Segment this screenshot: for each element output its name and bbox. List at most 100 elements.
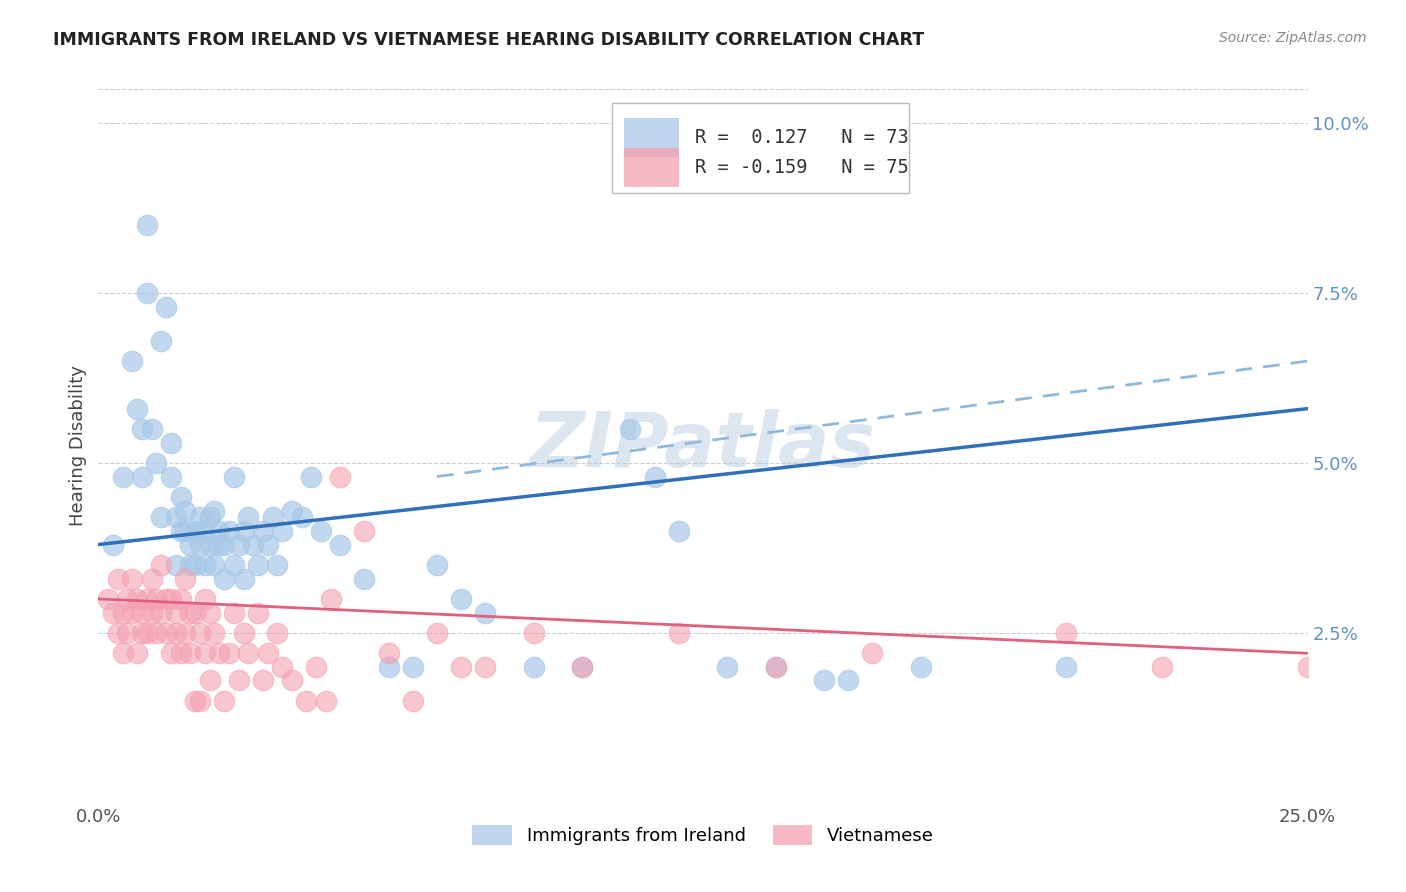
Point [174, 626, 197, 640]
Point [315, 694, 337, 708]
Point [198, 606, 221, 620]
Point [295, 694, 318, 708]
Point [131, 626, 153, 640]
Point [252, 524, 274, 538]
Point [474, 606, 496, 620]
Point [194, 558, 217, 572]
Y-axis label: Hearing Disability: Hearing Disability [69, 366, 87, 526]
Point [131, 469, 153, 483]
Point [101, 606, 124, 620]
Point [169, 490, 191, 504]
Point [141, 606, 163, 620]
Point [150, 606, 173, 620]
Point [107, 572, 129, 586]
Point [169, 591, 191, 606]
Point [208, 537, 231, 551]
Point [179, 606, 201, 620]
Point [179, 646, 201, 660]
Point [198, 510, 221, 524]
Point [668, 626, 690, 640]
Point [765, 660, 787, 674]
Point [232, 572, 254, 586]
Point [299, 469, 322, 483]
Point [668, 524, 690, 538]
Point [228, 537, 250, 551]
Point [150, 558, 173, 572]
Point [194, 591, 217, 606]
Point [212, 694, 235, 708]
Point [353, 572, 375, 586]
Point [309, 524, 332, 538]
Point [247, 606, 270, 620]
Point [242, 537, 264, 551]
Point [165, 606, 187, 620]
Point [169, 524, 191, 538]
Point [165, 558, 187, 572]
Point [232, 626, 254, 640]
Point [145, 456, 167, 470]
Point [165, 510, 187, 524]
Point [131, 422, 153, 436]
Point [121, 354, 143, 368]
Point [402, 694, 425, 708]
Point [256, 646, 278, 660]
Point [127, 591, 149, 606]
Point [571, 660, 593, 674]
Point [208, 646, 231, 660]
Point [266, 558, 288, 572]
Point [184, 524, 207, 538]
Point [155, 591, 177, 606]
Point [290, 510, 312, 524]
Point [184, 606, 207, 620]
Point [145, 591, 167, 606]
Point [402, 660, 425, 674]
Point [145, 626, 167, 640]
Point [329, 469, 352, 483]
Point [1152, 660, 1174, 674]
Point [141, 422, 163, 436]
Text: ZIPatlas: ZIPatlas [530, 409, 876, 483]
Point [450, 660, 472, 674]
Point [135, 218, 157, 232]
Point [474, 660, 496, 674]
Point [155, 300, 177, 314]
Point [837, 673, 859, 688]
Point [188, 694, 211, 708]
Point [117, 591, 139, 606]
FancyBboxPatch shape [613, 103, 908, 193]
Point [135, 626, 157, 640]
Point [228, 673, 250, 688]
Point [141, 572, 163, 586]
FancyBboxPatch shape [624, 118, 679, 157]
Point [127, 401, 149, 416]
FancyBboxPatch shape [624, 148, 679, 187]
Point [218, 524, 240, 538]
Text: Source: ZipAtlas.com: Source: ZipAtlas.com [1219, 31, 1367, 45]
Point [117, 626, 139, 640]
Point [377, 660, 399, 674]
Point [111, 606, 134, 620]
Point [305, 660, 328, 674]
Point [426, 558, 449, 572]
Text: R = -0.159   N = 75: R = -0.159 N = 75 [695, 158, 908, 178]
Point [271, 660, 294, 674]
Point [619, 422, 641, 436]
Point [204, 503, 226, 517]
Point [271, 524, 294, 538]
Point [329, 537, 352, 551]
Point [813, 673, 835, 688]
Point [165, 626, 187, 640]
Point [101, 537, 124, 551]
Point [716, 660, 738, 674]
Point [184, 694, 207, 708]
Point [232, 524, 254, 538]
Point [160, 591, 183, 606]
Point [174, 503, 197, 517]
Point [910, 660, 932, 674]
Point [222, 606, 245, 620]
Point [111, 469, 134, 483]
Point [860, 646, 883, 660]
Point [188, 510, 211, 524]
Point [135, 286, 157, 301]
Point [523, 660, 546, 674]
